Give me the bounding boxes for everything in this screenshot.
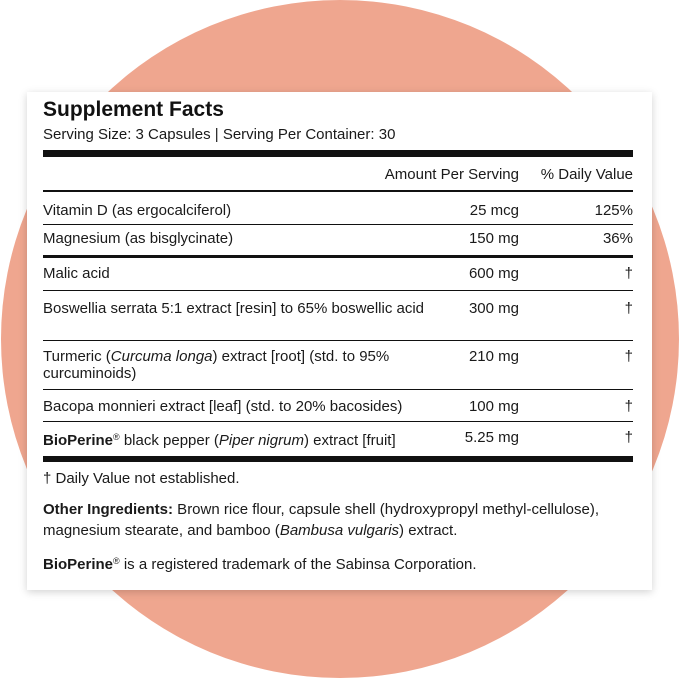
amount: 600 mg: [468, 265, 519, 282]
amount: 150 mg: [468, 230, 519, 247]
ingredients: Brown rice flour, capsule shell (hydroxy…: [43, 501, 600, 539]
amount: 210 mg: [468, 348, 519, 365]
column-header: Amount Per Serving: [384, 166, 519, 183]
thick-rule: [43, 456, 633, 462]
nutrient-name: Magnesium (as bisglycinate): [43, 230, 234, 247]
column-header: % Daily Value: [540, 166, 633, 183]
title: Supplement Facts: [43, 98, 224, 121]
daily-value: †: [624, 398, 633, 415]
latin-name: Curcuma longa: [110, 348, 213, 365]
amount: 5.25 mg: [464, 429, 519, 446]
other-ingredients: Other Ingredients: Brown rice flour, cap…: [43, 499, 637, 541]
facts-panel: Supplement Facts Serving Size: 3 Capsule…: [27, 92, 652, 590]
thick-rule: [43, 150, 633, 157]
nutrient-name: Turmeric (: [43, 348, 111, 365]
rule: [43, 389, 633, 390]
rule: [43, 190, 633, 192]
label: Other Ingredients:: [43, 501, 174, 518]
daily-value: †: [624, 348, 633, 365]
nutrient-name: ) extract [fruit]: [303, 432, 396, 449]
rule: [43, 290, 633, 291]
trademark-text: is a registered trademark of the Sabinsa…: [119, 556, 477, 573]
rule: [43, 340, 633, 341]
amount: 300 mg: [468, 300, 519, 317]
registered-mark: ®: [113, 556, 120, 566]
rule: [43, 224, 633, 225]
rule: [43, 255, 633, 258]
amount: 100 mg: [468, 398, 519, 415]
latin-name: Bambusa vulgaris: [279, 522, 400, 539]
nutrient-name: Malic acid: [43, 265, 110, 282]
nutrient-name: black pepper (: [119, 432, 219, 449]
rule: [43, 421, 633, 422]
footnote: † Daily Value not established.: [43, 470, 240, 487]
nutrient-name: Boswellia serrata 5:1 extract [resin] to…: [43, 300, 425, 317]
daily-value: 36%: [602, 230, 633, 247]
latin-name: Piper nigrum: [218, 432, 304, 449]
nutrient-name: Vitamin D (as ergocalciferol): [43, 202, 232, 219]
ingredients: ) extract.: [399, 522, 458, 539]
serving-info: Serving Size: 3 Capsules | Serving Per C…: [43, 126, 396, 143]
daily-value: †: [624, 429, 633, 446]
daily-value: †: [624, 300, 633, 317]
brand-name: BioPerine: [43, 432, 114, 449]
nutrient-name: Bacopa monnieri extract [leaf] (std. to …: [43, 398, 403, 415]
trademark-note: BioPerine® is a registered trademark of …: [43, 551, 637, 575]
registered-mark: ®: [113, 432, 120, 442]
daily-value: †: [624, 265, 633, 282]
daily-value: 125%: [594, 202, 633, 219]
amount: 25 mcg: [469, 202, 519, 219]
nutrient-name: ) extract [root] (std. to 95% curcuminoi…: [43, 348, 390, 382]
brand-name: BioPerine: [43, 556, 114, 573]
